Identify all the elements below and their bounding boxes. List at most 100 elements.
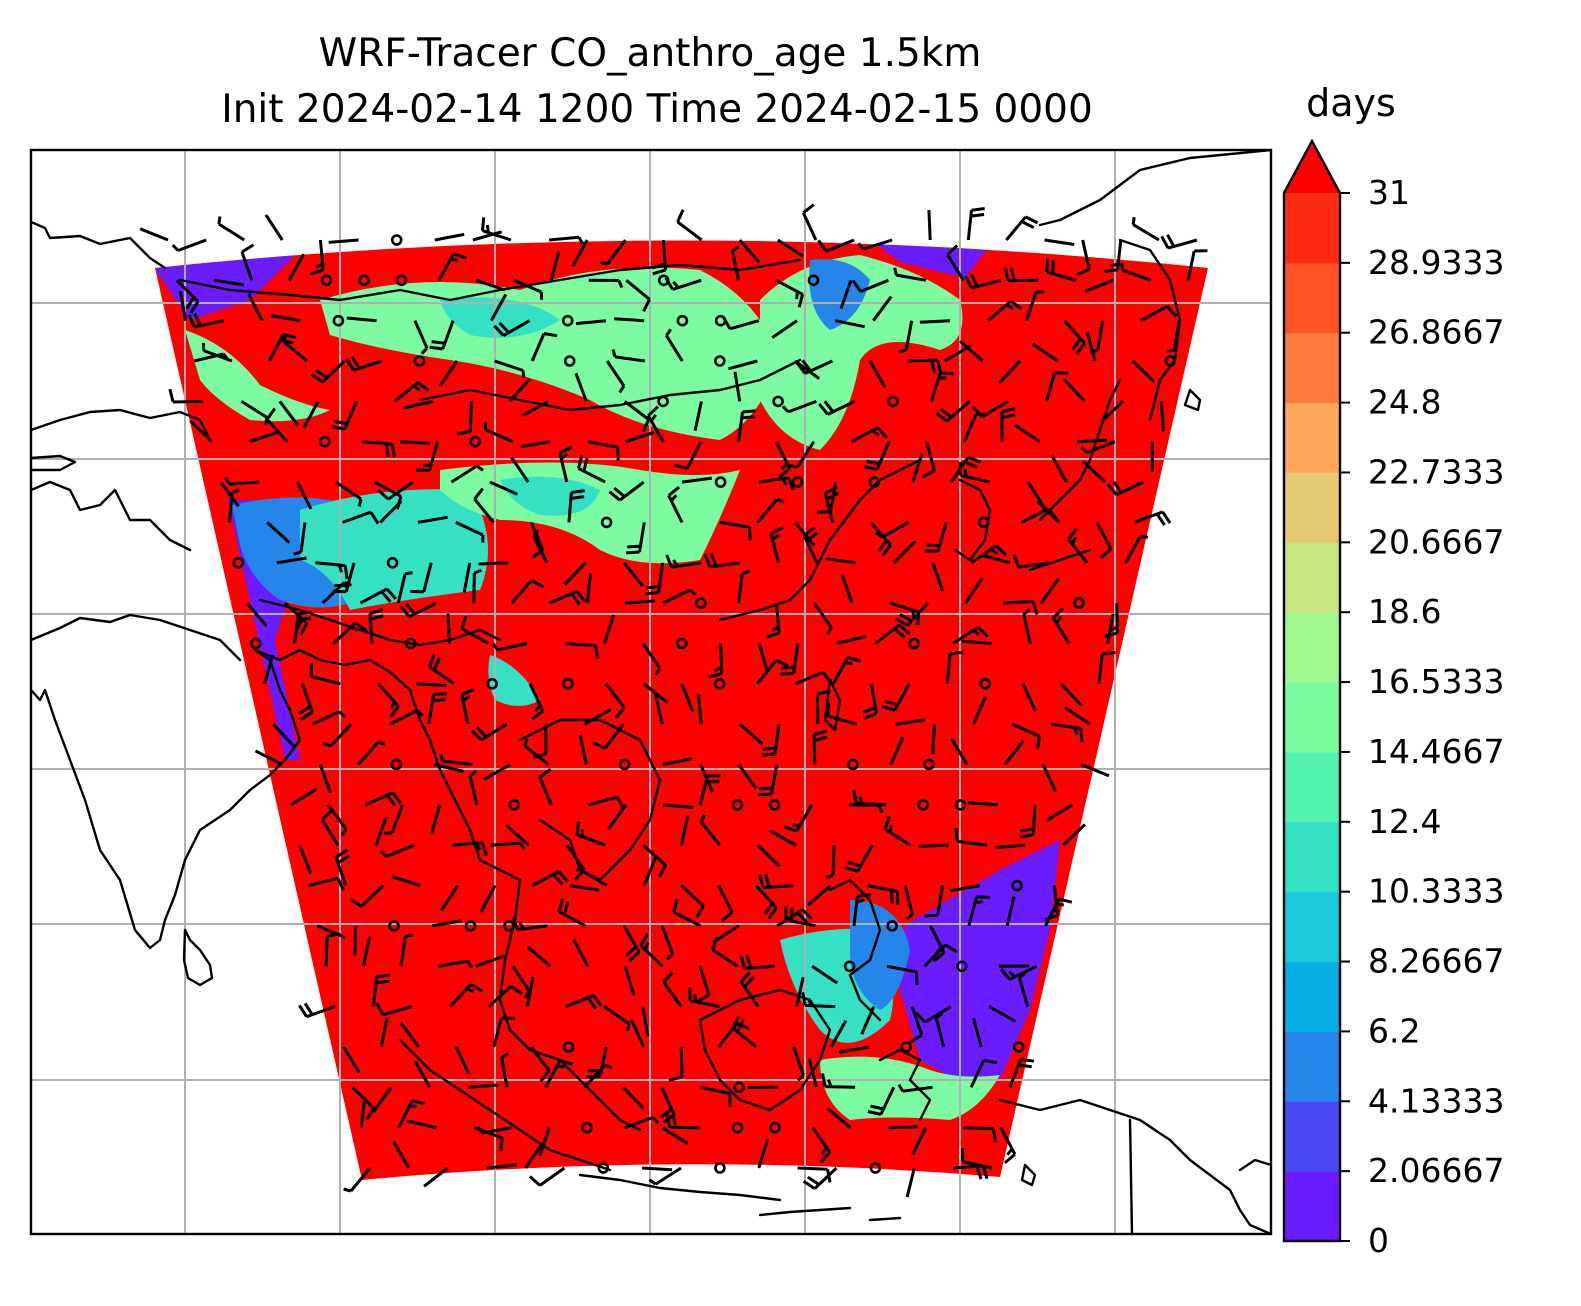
- wind-barb: [491, 642, 528, 652]
- wind-barb: [825, 845, 836, 880]
- wind-barb: [359, 1097, 367, 1128]
- wind-barb: [520, 440, 551, 449]
- wind-barb: [500, 1052, 509, 1088]
- wind-barb: [756, 498, 785, 524]
- wind-barb: [384, 804, 405, 835]
- wind-barb: [999, 1126, 1017, 1165]
- wind-barb: [962, 412, 984, 443]
- wind-barb: [505, 824, 530, 847]
- plume-central-cyan: [500, 476, 600, 516]
- wind-barb: [187, 312, 225, 329]
- wind-barb: [812, 729, 828, 765]
- wind-barb: [449, 983, 484, 1008]
- wind-barb: [818, 400, 856, 416]
- wind-barb: [823, 485, 840, 523]
- wind-barb: [654, 694, 664, 725]
- wind-barb: [368, 608, 384, 644]
- wind-barb: [821, 1073, 856, 1089]
- wind-barb: [1160, 234, 1198, 250]
- wind-barb: [886, 964, 919, 986]
- colorbar-band: [1284, 262, 1340, 334]
- wind-barb: [624, 1116, 660, 1130]
- wind-barb: [807, 1057, 818, 1088]
- wind-barb: [801, 992, 836, 1009]
- coast-lesser-sunda: [758, 1206, 902, 1222]
- wind-barb: [528, 1166, 566, 1187]
- wind-barb-calm: [618, 758, 631, 771]
- wind-barb: [310, 359, 346, 384]
- wind-barb: [315, 561, 349, 580]
- wind-barb: [952, 626, 989, 645]
- colorbar-band: [1284, 891, 1340, 963]
- wind-barb-calm: [791, 476, 804, 488]
- wind-barb: [1044, 897, 1073, 927]
- wind-barb: [1080, 763, 1110, 778]
- colorbar-tick-label: 0: [1368, 1221, 1389, 1260]
- wind-barb: [490, 841, 526, 851]
- wind-barb: [575, 319, 607, 326]
- wind-barb: [580, 868, 608, 887]
- wind-barb: [784, 906, 816, 928]
- wind-barb: [645, 562, 665, 596]
- plume-southeast-blue: [850, 900, 910, 1010]
- wind-barb: [389, 709, 424, 726]
- wind-barb-calm: [1012, 1041, 1025, 1053]
- wind-barb: [1013, 423, 1041, 443]
- wind-barb: [528, 683, 545, 721]
- plume-northeast-blue: [809, 259, 870, 330]
- wind-barb: [427, 692, 448, 725]
- wind-barb: [826, 702, 858, 726]
- colorbar-band: [1284, 402, 1340, 473]
- wind-barb: [1045, 803, 1073, 822]
- wind-barb: [530, 1046, 551, 1083]
- wind-barb: [510, 456, 530, 483]
- wind-barb-calm: [954, 799, 967, 811]
- wind-barb: [298, 844, 312, 874]
- plume-bay-cyan: [488, 655, 540, 706]
- colorbar-band: [1284, 1171, 1340, 1242]
- wind-barb: [995, 843, 1026, 849]
- wind-barb-calm: [714, 476, 727, 488]
- wind-barb: [321, 581, 352, 605]
- wind-barb: [343, 1167, 372, 1193]
- coast-iran-gulf: [31, 408, 212, 442]
- wind-barb: [470, 722, 508, 742]
- wind-barb: [811, 1126, 832, 1164]
- wind-barb: [219, 481, 240, 508]
- wind-barb: [585, 573, 593, 604]
- wind-barb: [372, 1086, 393, 1113]
- colorbar-tick-label: 22.7333: [1368, 452, 1504, 491]
- wind-barb: [377, 480, 414, 501]
- wind-barb: [776, 908, 814, 928]
- wind-barb: [403, 399, 434, 410]
- wind-barb: [758, 764, 779, 797]
- wind-barb-calm: [390, 234, 403, 246]
- title-line-1: WRF-Tracer CO_anthro_age 1.5km: [319, 31, 982, 76]
- wind-barb: [795, 976, 805, 1007]
- wind-barb: [178, 290, 188, 321]
- wind-barb: [525, 976, 535, 1007]
- wind-barb-calm: [1164, 355, 1177, 367]
- wind-barb: [396, 571, 413, 604]
- wind-barb: [761, 724, 781, 757]
- wind-barb: [264, 214, 284, 241]
- wind-barb: [630, 1018, 646, 1048]
- colorbar-tick-label: 26.8667: [1368, 313, 1504, 352]
- wind-barb: [988, 1005, 1017, 1023]
- wind-barb: [903, 885, 915, 921]
- wind-barb: [945, 650, 964, 684]
- wind-barb: [428, 653, 456, 686]
- wind-barb: [416, 682, 447, 688]
- coast-new-guinea-border: [1128, 1118, 1134, 1234]
- wind-barb: [567, 489, 585, 523]
- wind-barb: [438, 753, 473, 766]
- wind-barb: [1041, 763, 1057, 793]
- wind-barb: [931, 562, 945, 592]
- wind-barb: [1003, 739, 1025, 766]
- wind-barb: [851, 278, 889, 293]
- wind-barb: [769, 526, 784, 564]
- wind-barb: [438, 959, 474, 969]
- wind-barb: [927, 209, 932, 241]
- wind-barb: [139, 227, 169, 242]
- wind-barb: [889, 736, 905, 766]
